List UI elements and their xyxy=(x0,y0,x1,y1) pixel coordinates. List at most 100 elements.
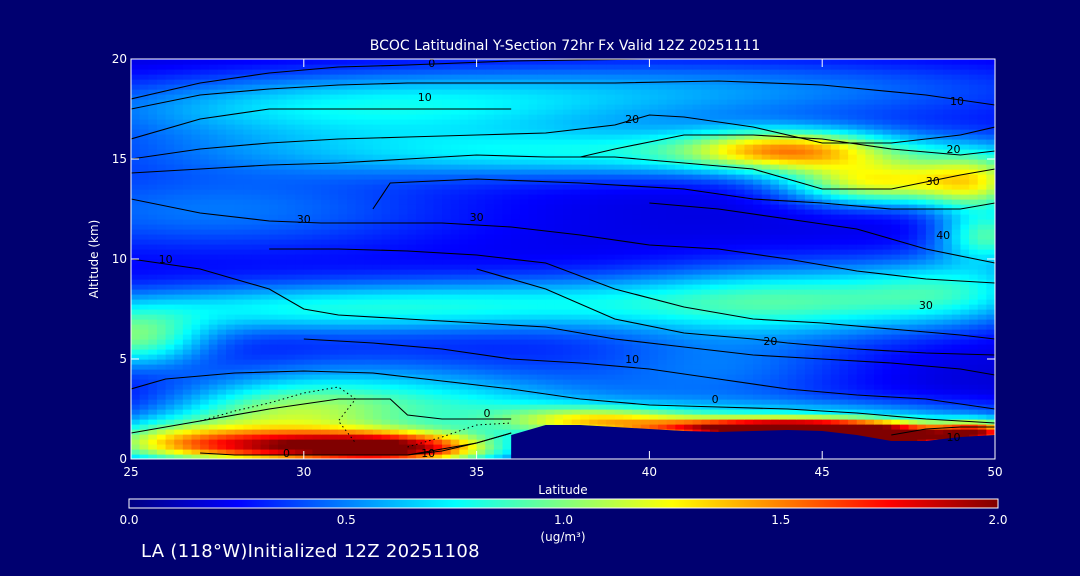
field-cell xyxy=(329,364,339,370)
field-cell xyxy=(951,264,962,270)
field-cell xyxy=(347,309,357,315)
field-cell xyxy=(493,264,504,270)
field-cell xyxy=(174,429,184,435)
field-cell xyxy=(787,264,797,270)
field-cell xyxy=(139,384,149,390)
field-cell xyxy=(277,449,288,455)
field-cell xyxy=(347,229,357,235)
field-cell xyxy=(571,339,581,345)
field-cell xyxy=(623,299,633,305)
field-cell xyxy=(986,294,995,300)
field-cell xyxy=(139,294,149,300)
field-cell xyxy=(692,324,702,330)
field-cell xyxy=(191,389,201,395)
field-cell xyxy=(407,374,417,380)
field-cell xyxy=(925,344,936,350)
field-cell xyxy=(476,269,486,275)
field-cell xyxy=(865,229,875,235)
field-cell xyxy=(779,224,789,230)
field-cell xyxy=(554,244,564,250)
field-cell xyxy=(839,429,849,435)
field-cell xyxy=(822,339,832,345)
field-cell xyxy=(701,414,711,420)
field-cell xyxy=(329,384,339,390)
field-cell xyxy=(355,359,365,365)
field-cell xyxy=(597,274,607,280)
field-cell xyxy=(407,224,417,230)
field-cell xyxy=(381,354,391,360)
field-cell xyxy=(848,244,858,250)
field-cell xyxy=(321,384,331,390)
field-cell xyxy=(174,304,184,310)
field-cell xyxy=(485,444,495,450)
field-cell xyxy=(701,369,711,375)
field-cell xyxy=(917,279,927,285)
field-cell xyxy=(139,339,149,345)
field-cell xyxy=(243,404,253,410)
field-cell xyxy=(563,254,573,260)
field-cell xyxy=(433,454,443,459)
field-cell xyxy=(450,404,460,410)
field-cell xyxy=(398,339,409,345)
field-cell xyxy=(856,264,866,270)
field-cell xyxy=(165,354,175,360)
field-cell xyxy=(874,239,884,245)
field-cell xyxy=(735,239,746,245)
field-cell xyxy=(537,354,547,360)
field-cell xyxy=(925,269,936,275)
field-cell xyxy=(485,374,495,380)
field-cell xyxy=(632,234,642,240)
field-cell xyxy=(623,324,633,330)
field-cell xyxy=(347,359,357,365)
field-cell xyxy=(701,339,711,345)
field-cell xyxy=(563,309,573,315)
field-cell xyxy=(977,344,987,350)
field-cell xyxy=(735,254,746,260)
field-cell xyxy=(761,219,771,225)
field-cell xyxy=(874,314,884,320)
field-cell xyxy=(554,329,564,335)
field-cell xyxy=(381,309,391,315)
field-cell xyxy=(416,444,426,450)
field-cell xyxy=(848,219,858,225)
field-cell xyxy=(735,374,746,380)
field-cell xyxy=(761,264,771,270)
field-cell xyxy=(580,314,590,320)
field-cell xyxy=(701,389,711,395)
field-cell xyxy=(614,374,625,380)
field-cell xyxy=(830,274,841,280)
field-cell xyxy=(675,389,685,395)
field-cell xyxy=(364,209,374,215)
field-cell xyxy=(286,439,296,445)
field-cell xyxy=(727,384,737,390)
field-cell xyxy=(925,399,936,405)
field-cell xyxy=(329,379,339,385)
field-cell xyxy=(398,379,409,385)
field-cell xyxy=(407,349,417,355)
field-cell xyxy=(329,269,339,275)
field-cell xyxy=(986,404,995,410)
field-cell xyxy=(727,254,737,260)
field-cell xyxy=(260,214,270,220)
field-cell xyxy=(277,284,288,290)
field-cell xyxy=(787,364,797,370)
field-cell xyxy=(217,359,227,365)
field-cell xyxy=(200,244,210,250)
field-cell xyxy=(277,299,288,305)
field-cell xyxy=(787,419,797,425)
field-cell xyxy=(770,269,780,275)
field-cell xyxy=(139,349,149,355)
field-cell xyxy=(865,259,875,265)
field-cell xyxy=(338,224,348,230)
field-cell xyxy=(658,324,668,330)
field-cell xyxy=(234,384,244,390)
field-cell xyxy=(321,244,331,250)
field-cell xyxy=(338,394,348,400)
field-cell xyxy=(485,319,495,325)
field-cell xyxy=(640,259,650,265)
field-cell xyxy=(813,309,823,315)
field-cell xyxy=(347,284,357,290)
field-cell xyxy=(260,274,270,280)
field-cell xyxy=(934,274,944,280)
field-cell xyxy=(899,379,910,385)
